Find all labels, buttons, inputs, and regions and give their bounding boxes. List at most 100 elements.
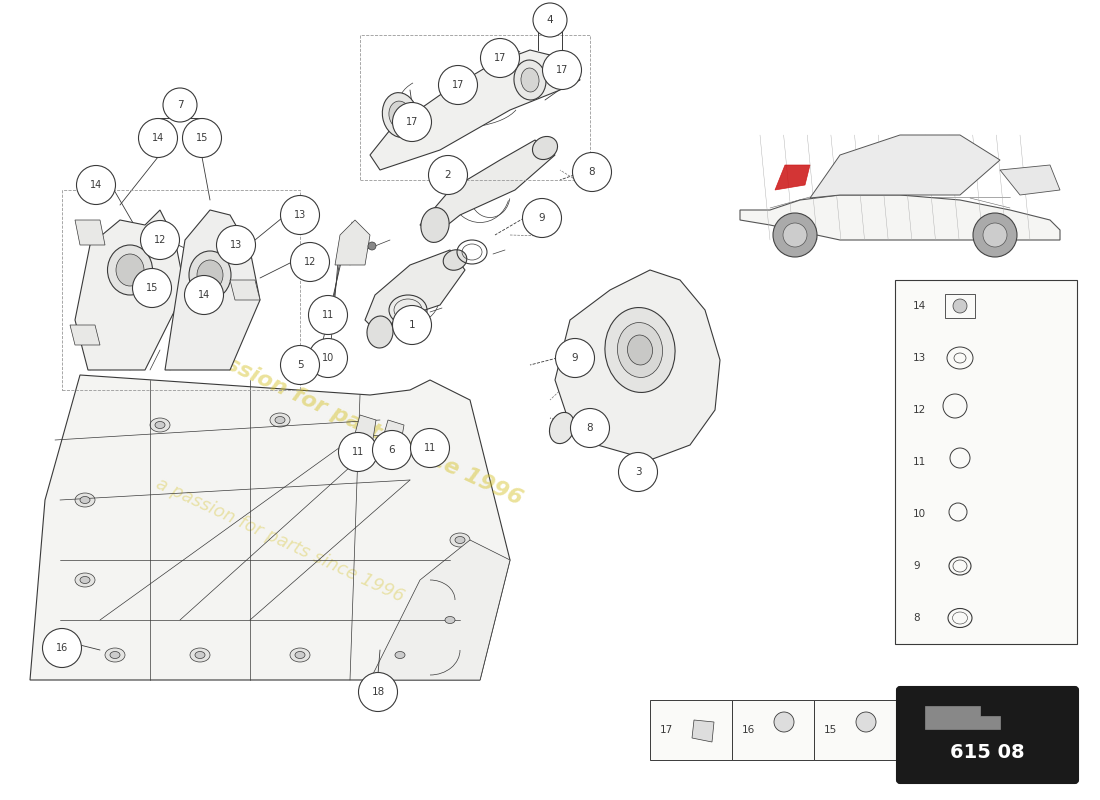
- Circle shape: [572, 153, 612, 191]
- Ellipse shape: [605, 307, 675, 393]
- Circle shape: [953, 299, 967, 313]
- Text: 14: 14: [198, 290, 210, 300]
- Text: 11: 11: [424, 443, 436, 453]
- Ellipse shape: [295, 651, 305, 658]
- Text: 17: 17: [452, 80, 464, 90]
- Text: 14: 14: [90, 180, 102, 190]
- Text: 17: 17: [406, 117, 418, 127]
- Polygon shape: [370, 50, 580, 170]
- Circle shape: [373, 430, 411, 470]
- Circle shape: [856, 712, 876, 732]
- Ellipse shape: [455, 537, 465, 543]
- Polygon shape: [165, 210, 260, 370]
- Ellipse shape: [189, 251, 231, 299]
- Polygon shape: [30, 375, 510, 680]
- FancyBboxPatch shape: [896, 687, 1078, 783]
- Polygon shape: [1000, 165, 1060, 195]
- Text: 11: 11: [322, 310, 334, 320]
- Polygon shape: [650, 700, 732, 760]
- Circle shape: [132, 269, 172, 307]
- Ellipse shape: [80, 497, 90, 503]
- Ellipse shape: [195, 651, 205, 658]
- Circle shape: [359, 673, 397, 711]
- Text: 8: 8: [588, 167, 595, 177]
- Text: 5: 5: [297, 360, 304, 370]
- Circle shape: [77, 166, 116, 205]
- Ellipse shape: [450, 533, 470, 547]
- Circle shape: [774, 712, 794, 732]
- Text: 8: 8: [913, 613, 920, 623]
- Circle shape: [43, 629, 81, 667]
- Circle shape: [368, 242, 376, 250]
- Polygon shape: [732, 700, 814, 760]
- Polygon shape: [895, 280, 1077, 644]
- Circle shape: [410, 429, 450, 467]
- Text: 4: 4: [547, 15, 553, 25]
- Circle shape: [185, 275, 223, 314]
- Circle shape: [542, 50, 582, 90]
- Text: 9: 9: [572, 353, 579, 363]
- Text: 9: 9: [539, 213, 546, 223]
- Circle shape: [618, 453, 658, 491]
- Text: 17: 17: [660, 725, 673, 735]
- Ellipse shape: [627, 335, 652, 365]
- Circle shape: [339, 433, 377, 471]
- Ellipse shape: [443, 250, 466, 270]
- Circle shape: [439, 66, 477, 105]
- Ellipse shape: [75, 493, 95, 507]
- Ellipse shape: [197, 260, 223, 290]
- Text: 16: 16: [742, 725, 756, 735]
- Text: 8: 8: [586, 423, 593, 433]
- Ellipse shape: [446, 617, 455, 623]
- Text: 15: 15: [824, 725, 837, 735]
- Circle shape: [308, 295, 348, 334]
- Text: a passion for parts since 1996: a passion for parts since 1996: [153, 474, 407, 606]
- Text: 11: 11: [913, 457, 926, 467]
- Ellipse shape: [440, 613, 460, 627]
- Circle shape: [308, 338, 348, 378]
- Text: 18: 18: [372, 687, 385, 697]
- Ellipse shape: [150, 418, 170, 432]
- Polygon shape: [556, 270, 720, 460]
- Text: 17: 17: [494, 53, 506, 63]
- Ellipse shape: [617, 322, 662, 378]
- Text: 13: 13: [294, 210, 306, 220]
- Text: 6: 6: [388, 445, 395, 455]
- Polygon shape: [365, 250, 465, 335]
- Ellipse shape: [389, 101, 411, 129]
- Text: 15: 15: [146, 283, 158, 293]
- Ellipse shape: [75, 573, 95, 587]
- Text: 14: 14: [152, 133, 164, 143]
- Ellipse shape: [290, 648, 310, 662]
- Polygon shape: [692, 720, 714, 742]
- Text: 15: 15: [196, 133, 208, 143]
- Polygon shape: [814, 700, 896, 760]
- Text: 13: 13: [230, 240, 242, 250]
- Circle shape: [139, 118, 177, 158]
- Text: 2: 2: [444, 170, 451, 180]
- Circle shape: [571, 409, 609, 447]
- Text: 14: 14: [913, 301, 926, 311]
- Text: 1: 1: [409, 320, 416, 330]
- Ellipse shape: [385, 437, 395, 443]
- Polygon shape: [740, 195, 1060, 240]
- Circle shape: [983, 223, 1006, 247]
- Circle shape: [522, 198, 561, 238]
- Ellipse shape: [270, 413, 290, 427]
- Text: a passion for parts since 1996: a passion for parts since 1996: [174, 331, 526, 509]
- Circle shape: [280, 346, 319, 385]
- Ellipse shape: [532, 137, 558, 159]
- Ellipse shape: [383, 93, 418, 138]
- Polygon shape: [336, 220, 370, 265]
- Text: 10: 10: [322, 353, 334, 363]
- Ellipse shape: [116, 254, 144, 286]
- Ellipse shape: [155, 422, 165, 429]
- Text: 7: 7: [177, 100, 184, 110]
- Ellipse shape: [190, 648, 210, 662]
- Circle shape: [393, 306, 431, 345]
- Text: 3: 3: [635, 467, 641, 477]
- Circle shape: [773, 213, 817, 257]
- Circle shape: [141, 221, 179, 259]
- Circle shape: [290, 242, 330, 282]
- Circle shape: [429, 155, 468, 194]
